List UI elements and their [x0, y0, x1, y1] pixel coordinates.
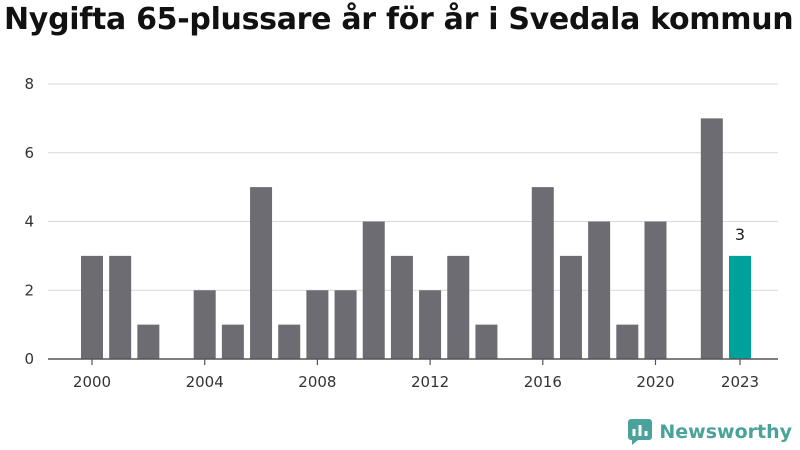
bar-2004: [193, 290, 216, 359]
bar-2012: [419, 290, 442, 359]
bar-2002: [137, 324, 160, 359]
data-labels: 3: [735, 225, 745, 244]
bar-2010: [362, 221, 385, 359]
bar-2023: [729, 255, 751, 359]
chart-title: Nygifta 65-plussare år för år i Svedala …: [4, 2, 794, 37]
bar-2016: [531, 187, 554, 359]
newsworthy-logo-icon: [628, 419, 653, 445]
y-tick-label-4: 4: [24, 213, 34, 231]
bar-chart: 0 2 4 6 8 2000 2004 2008 2012 2016 2020 2023 3: [24, 75, 778, 391]
y-tick-label-2: 2: [24, 281, 34, 299]
x-tick-label-2020: 2020: [636, 373, 674, 391]
y-axis-ticks: 0 2 4 6 8: [24, 75, 34, 368]
gridlines: [48, 83, 778, 291]
data-label-2023: 3: [735, 225, 745, 244]
x-tick-label-2000: 2000: [73, 373, 111, 391]
y-tick-label-8: 8: [24, 75, 34, 93]
x-tick-label-2012: 2012: [411, 373, 449, 391]
newsworthy-logo: Newsworthy: [628, 419, 792, 445]
x-tick-label-2023: 2023: [721, 373, 759, 391]
bar-2007: [278, 324, 301, 359]
bar-2011: [390, 255, 413, 359]
bar-2001: [109, 255, 132, 359]
x-tick-label-2016: 2016: [524, 373, 562, 391]
y-tick-label-6: 6: [24, 144, 34, 162]
bar-2013: [447, 255, 470, 359]
y-tick-label-0: 0: [24, 350, 34, 368]
bar-2022: [700, 118, 723, 359]
bar-2020: [644, 221, 667, 359]
newsworthy-logo-text: Newsworthy: [659, 421, 792, 443]
bar-2000: [81, 255, 103, 359]
x-tick-label-2004: 2004: [186, 373, 224, 391]
bar-2009: [334, 290, 357, 359]
bar-2008: [306, 290, 329, 359]
x-tick-label-2008: 2008: [298, 373, 336, 391]
x-axis-ticks: 2000 2004 2008 2012 2016 2020 2023: [73, 359, 759, 391]
bar-2006: [250, 187, 273, 359]
bar-2019: [616, 324, 639, 359]
bar-2005: [221, 324, 244, 359]
bar-2018: [588, 221, 611, 359]
bar-2017: [559, 255, 582, 359]
bar-2014: [475, 324, 498, 359]
bars: [81, 118, 751, 359]
